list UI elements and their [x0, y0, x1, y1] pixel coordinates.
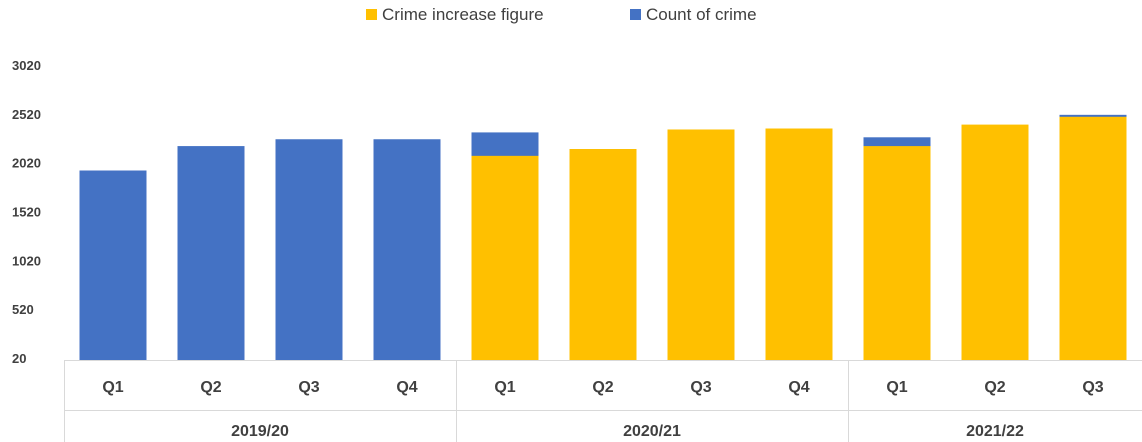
- x-tick-label: Q4: [396, 379, 417, 396]
- y-tick-label: 20: [12, 351, 26, 366]
- bar-crime-increase: [863, 146, 931, 360]
- x-tick-label: Q2: [592, 379, 613, 396]
- x-group-label: 2020/21: [623, 423, 681, 440]
- chart-legend: Crime increase figure Count of crime: [366, 5, 757, 24]
- x-group-label: 2019/20: [231, 423, 289, 440]
- bar-count-of-crime: [275, 139, 343, 360]
- legend-swatch-crime-increase: [366, 9, 377, 20]
- x-tick-label: Q2: [984, 379, 1005, 396]
- bars-layer: [79, 114, 1127, 360]
- x-tick-label: Q4: [788, 379, 809, 396]
- legend-label-crime-increase: Crime increase figure: [382, 5, 544, 24]
- y-axis: 20 520 1020 1520 2020 2520 3020: [12, 58, 41, 366]
- x-tick-label: Q1: [102, 379, 123, 396]
- bar-crime-increase: [667, 129, 735, 360]
- bar-count-of-crime: [177, 146, 245, 360]
- x-axis: Q1 Q2 Q3 Q4 Q1 Q2 Q3 Q4 Q1 Q2 Q3 2019/20 2020/21 2021…: [64, 360, 1142, 442]
- bar-crime-increase: [961, 124, 1029, 360]
- y-tick-label: 520: [12, 302, 34, 317]
- bar-count-of-crime: [79, 170, 147, 360]
- y-tick-label: 1020: [12, 253, 41, 268]
- y-tick-label: 2020: [12, 156, 41, 171]
- bar-count-of-crime: [373, 139, 441, 360]
- bar-crime-increase: [569, 149, 637, 360]
- x-tick-label: Q2: [200, 379, 221, 396]
- x-tick-label: Q1: [886, 379, 907, 396]
- x-tick-label: Q3: [690, 379, 711, 396]
- bar-crime-increase: [471, 155, 539, 360]
- legend-swatch-count-of-crime: [630, 9, 641, 20]
- x-tick-label: Q1: [494, 379, 515, 396]
- y-tick-label: 3020: [12, 58, 41, 73]
- x-group-label: 2021/22: [966, 423, 1024, 440]
- bar-crime-increase: [1059, 116, 1127, 360]
- x-tick-label: Q3: [1082, 379, 1103, 396]
- y-tick-label: 2520: [12, 107, 41, 122]
- x-tick-label: Q3: [298, 379, 319, 396]
- bar-crime-increase: [765, 128, 833, 360]
- legend-label-count-of-crime: Count of crime: [646, 5, 757, 24]
- y-tick-label: 1520: [12, 205, 41, 220]
